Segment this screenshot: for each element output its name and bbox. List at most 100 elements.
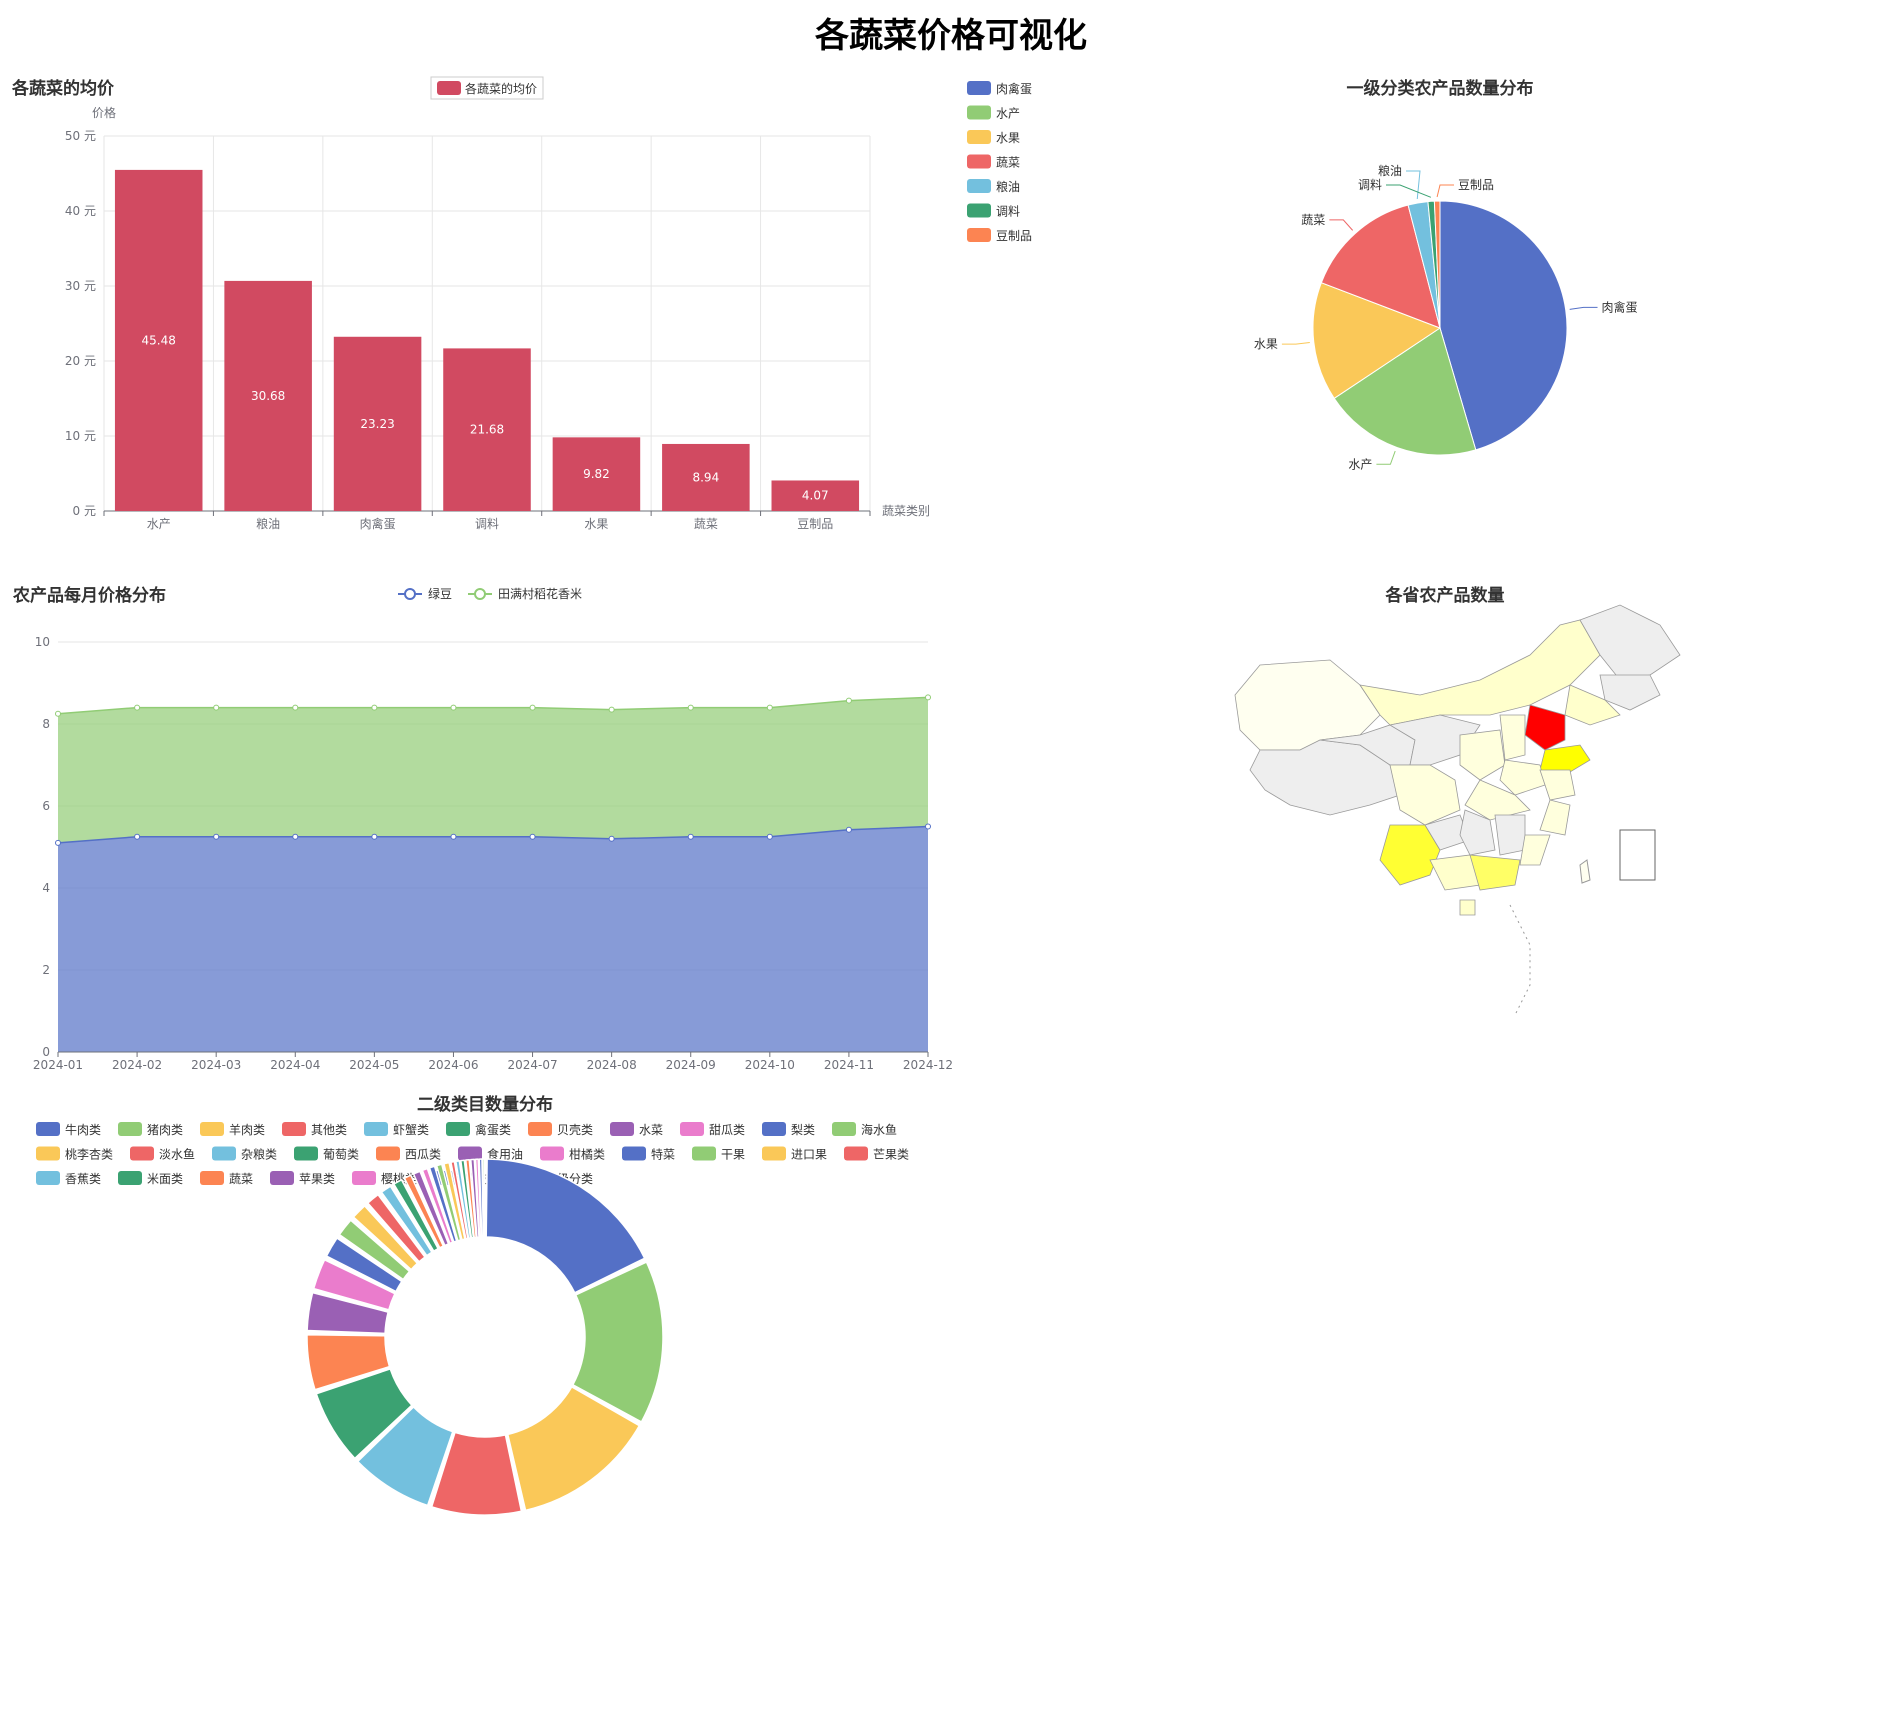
region-fujian [1519,834,1551,866]
legend-label: 虾蟹类 [393,1122,429,1137]
legend-swatch [610,1122,634,1136]
area-series-2 [58,697,928,843]
south-sea-inset [1619,829,1656,881]
data-point [925,694,931,701]
region-jilin [1599,674,1661,711]
x-tick-label: 2024-08 [587,1058,637,1072]
legend-swatch [446,1122,470,1136]
legend-swatch [832,1122,856,1136]
x-tick-label: 2024-05 [349,1058,399,1072]
y-tick-label: 10 [35,635,50,649]
legend-label: 葡萄类 [323,1148,359,1162]
legend-swatch [967,130,991,144]
legend-swatch [967,179,991,193]
data-point [925,823,931,830]
legend-swatch [680,1122,704,1136]
donut-slice [315,1368,413,1460]
region-neimenggu [1359,619,1601,726]
x-axis-name: 蔬菜类别 [882,504,930,518]
donut-slice [325,1237,403,1293]
bar [771,480,860,511]
legend-label: 水果 [996,131,1020,145]
donut-slice [460,1159,475,1239]
y-tick-label: 6 [42,799,50,813]
bar [662,443,750,511]
pie-slice [1333,327,1477,456]
x-tick-label: 2024-06 [428,1058,478,1072]
chart-title: 一级分类农产品数量分布 [1347,78,1534,99]
legend-label: 进口果 [791,1148,827,1162]
donut-slice [393,1179,439,1252]
legend-swatch [458,1146,482,1161]
label-line [1329,219,1354,231]
legend-swatch [130,1146,154,1161]
data-point [529,704,536,711]
donut-slice [450,1160,469,1240]
x-tick-label: 2024-04 [270,1058,320,1072]
region-henan [1499,759,1546,796]
y-tick-label: 4 [42,881,50,895]
data-point [687,704,694,711]
data-point [55,839,61,846]
data-point [766,833,773,840]
slice-label: 肉禽蛋 [1602,299,1638,314]
legend-label: 干果 [721,1148,745,1162]
legend-swatch [376,1146,400,1161]
region-heilongjiang [1579,604,1681,681]
legend-swatch [967,105,991,120]
page-title: 各蔬菜价格可视化 [815,16,1087,56]
legend-label: 水菜 [639,1123,663,1137]
area-chart: 农产品每月价格分布 绿豆 田满村稻花香米 0 2 4 6 8 10 2024-01 2024-02 2… [12,585,953,1072]
data-point [766,704,773,711]
legend-swatch [540,1146,564,1161]
donut-slice [403,1174,445,1249]
bar-value-label: 9.82 [583,467,610,481]
legend-label: 各蔬菜的均价 [465,81,537,96]
legend-swatch [118,1122,142,1136]
legend-swatch [762,1122,786,1136]
donut-slice [572,1261,664,1423]
y-tick-label: 20 元 [65,354,96,368]
data-point [292,704,299,711]
y-tick-label: 2 [42,963,50,977]
data-point [608,706,615,713]
south-sea-islands [1509,904,1531,1016]
legend-label: 蔬菜 [996,156,1020,170]
x-tick-label: 肉禽蛋 [360,516,396,531]
donut-slice [507,1386,641,1512]
label-line [1406,170,1421,200]
legend-swatch [967,154,991,169]
line-series-2 [57,696,929,715]
x-tick-label: 水果 [584,517,608,531]
bar [224,280,312,511]
bar-value-label: 21.68 [470,423,504,437]
legend-swatch [352,1171,376,1185]
legend-swatch [212,1146,236,1161]
y-tick-label: 50 元 [65,129,96,143]
legend-swatch [967,203,991,218]
donut-slice [380,1185,433,1257]
data-point [213,704,220,711]
data-point [845,697,852,704]
donut-slice [485,1158,646,1294]
legend-swatch [692,1146,716,1161]
legend-label: 米面类 [147,1172,183,1186]
pie-chart: 一级分类农产品数量分布肉禽蛋水产水果蔬菜粮油调料豆制品肉禽蛋水产水果蔬菜粮油调料… [967,78,1638,471]
legend-label: 香蕉类 [65,1172,101,1186]
slice-label: 粮油 [1378,163,1402,178]
region-jiangsu [1539,769,1576,801]
pie-slice [1320,204,1441,329]
x-tick-label: 水产 [147,517,171,531]
region-hebei [1524,704,1566,751]
legend-label: 食用油 [487,1147,523,1162]
donut-slice [482,1158,486,1238]
data-point [213,833,220,840]
x-tick-label: 调料 [475,517,499,531]
data-point [529,833,536,840]
bar [552,437,641,511]
legend-box [430,76,544,100]
data-point [371,704,378,711]
bar-value-label: 23.23 [360,417,394,431]
y-tick-label: 10 元 [65,429,96,443]
legend-label: 杂粮类 [241,1147,277,1162]
